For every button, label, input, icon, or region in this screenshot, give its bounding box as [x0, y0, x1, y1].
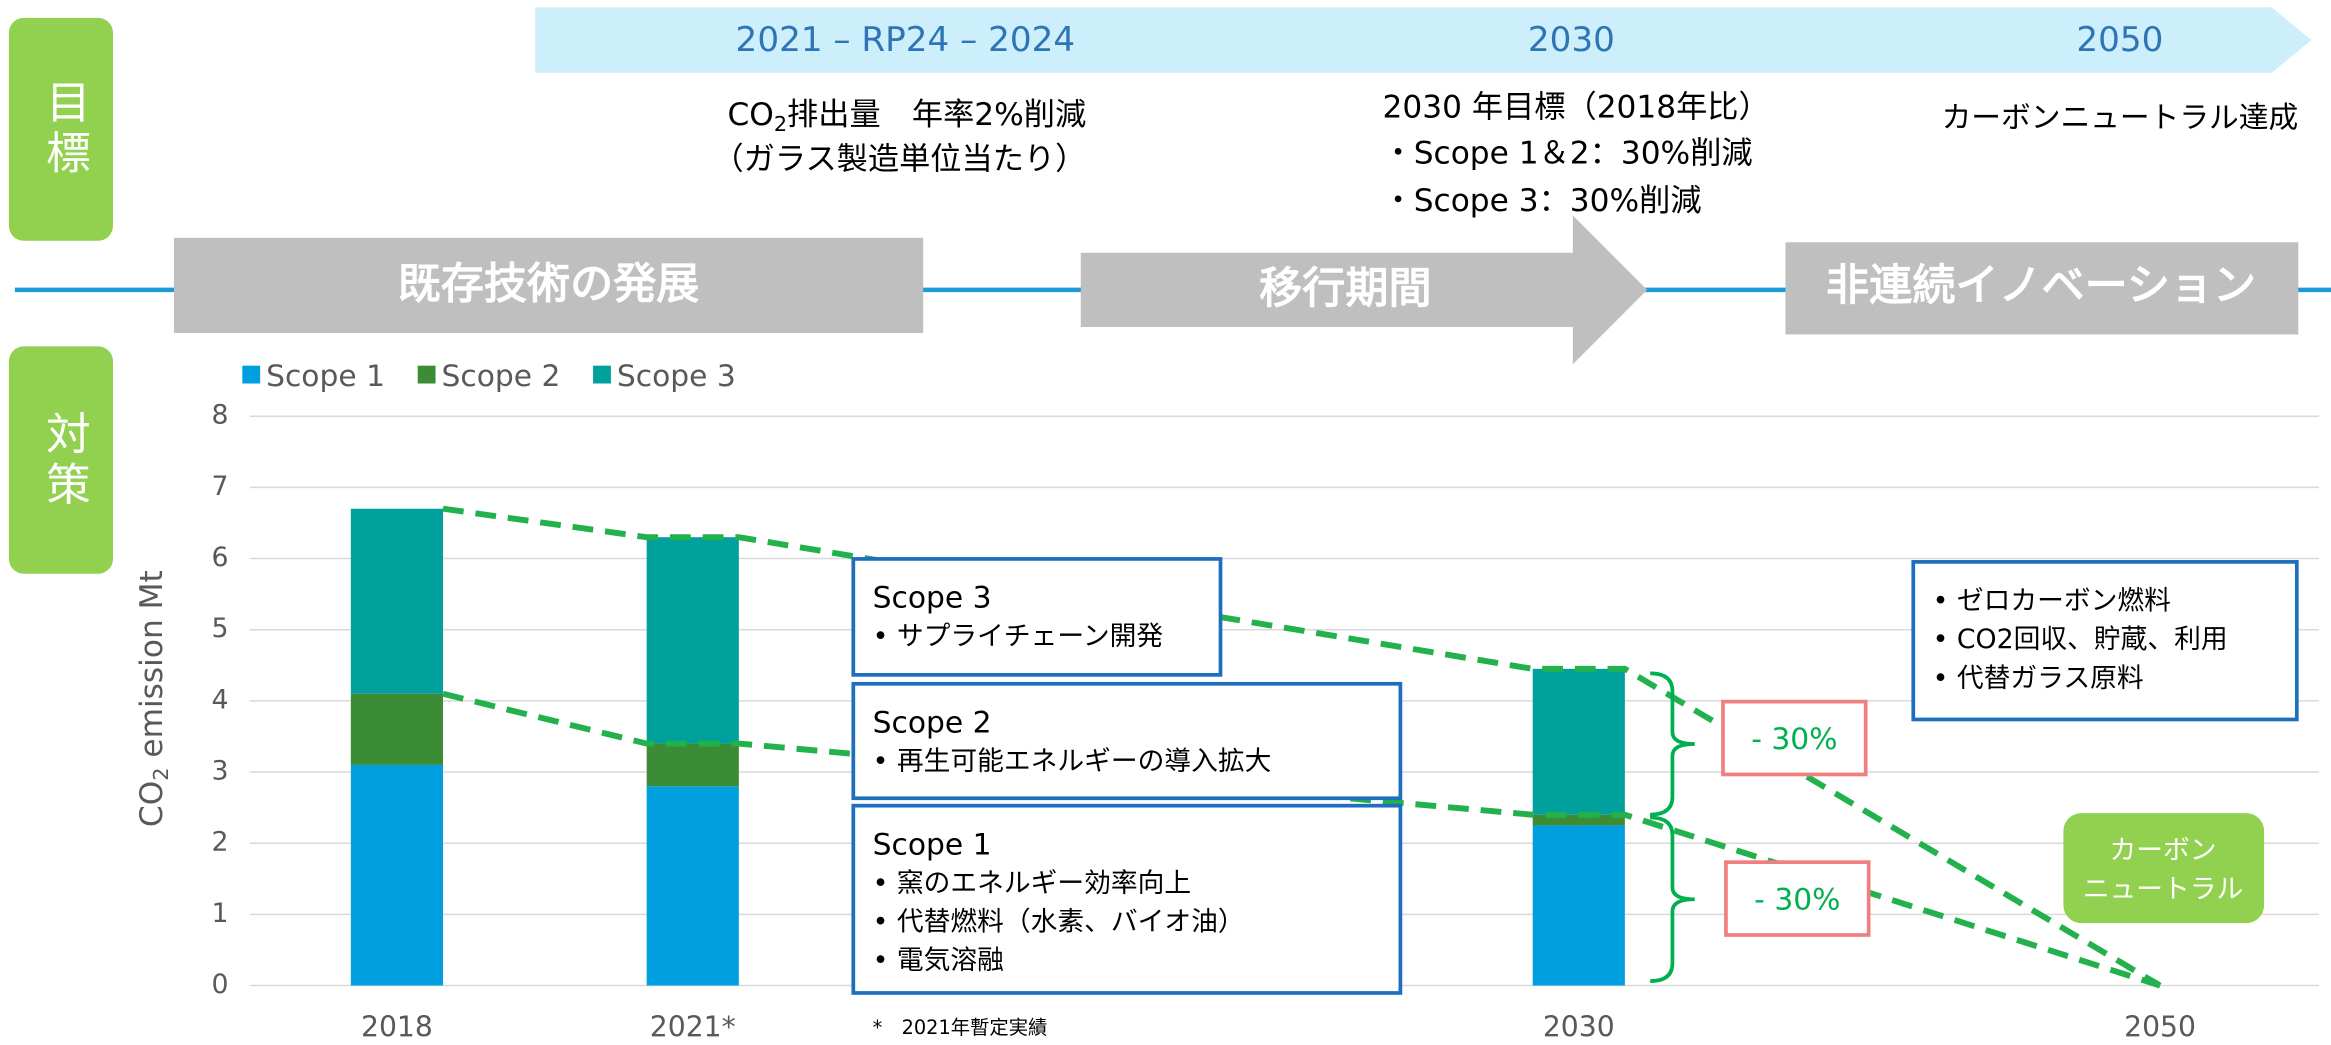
goal-text: ・Scope 3：30%削減 [1383, 183, 1702, 219]
y-axis-label: emission Mt [134, 570, 170, 767]
measure-item: • サプライチェーン開発 [873, 621, 1163, 652]
goal-text: CO2排出量 年率2%削減 [727, 97, 1086, 136]
reduction-label: - 30% [1751, 722, 1837, 757]
phase-banner [1080, 215, 1648, 365]
y-axis-label: CO2 emission Mt [134, 570, 173, 827]
legend-label: Scope 1 [266, 359, 385, 394]
bar [350, 764, 444, 986]
goal-text: ・Scope 1＆2：30%削減 [1383, 136, 1753, 172]
timeline-band [535, 7, 2312, 73]
reduction-box [1724, 860, 1871, 937]
legend-swatch [242, 365, 261, 384]
y-tick-label: 3 [212, 756, 229, 787]
reduction-label: - 30% [1754, 882, 1840, 917]
measure-item: • 窯のエネルギー効率向上 [873, 868, 1192, 899]
phase-label: 非連続イノベーション [1826, 261, 2256, 311]
measure-box [1911, 560, 2299, 722]
legend-label: Scope 2 [441, 359, 560, 394]
measure-item: • 代替燃料（水素、バイオ油） [873, 907, 1245, 938]
carbon-neutral-label: ニュートラル [2083, 874, 2244, 905]
measure-box [851, 803, 1403, 995]
goal-text: カーボンニュートラル達成 [1942, 100, 2299, 135]
goal-text: 2 [774, 112, 787, 136]
y-tick-label: 5 [212, 613, 229, 644]
phase-banner [173, 237, 924, 333]
measures-label: 対策 [38, 410, 90, 511]
goal-label: 目標 [38, 79, 90, 180]
goal-text: CO [727, 97, 773, 133]
timeline-label: 2050 [2076, 20, 2163, 60]
phase-label: 既存技術の発展 [398, 259, 700, 309]
timeline-label: 2030 [1528, 20, 1615, 60]
measure-box [851, 557, 1223, 677]
y-axis-label: CO [134, 781, 170, 827]
bar [350, 508, 444, 694]
bar [1532, 668, 1625, 815]
y-tick-label: 8 [212, 400, 229, 431]
measure-box [851, 681, 1403, 801]
bar [1532, 814, 1625, 826]
y-tick-label: 1 [212, 898, 229, 929]
reduction-box [1721, 699, 1868, 777]
bar [646, 743, 739, 787]
measure-item: • CO2回収、貯蔵、利用 [1933, 624, 2228, 655]
measure-item: • 電気溶融 [873, 945, 1004, 976]
goal-box [8, 17, 113, 241]
y-tick-label: 2 [212, 827, 229, 858]
legend-label: Scope 3 [617, 359, 736, 394]
footnote: * 2021年暫定実績 [873, 1016, 1048, 1039]
y-axis-label: 2 [149, 768, 173, 781]
measure-item: • 再生可能エネルギーの導入拡大 [873, 746, 1272, 777]
measure-title: Scope 1 [873, 827, 992, 862]
measures-box [8, 346, 113, 574]
legend-swatch [417, 365, 436, 384]
measure-item: • ゼロカーボン燃料 [1933, 586, 2171, 617]
y-tick-label: 0 [212, 969, 229, 1000]
brace [1650, 671, 1695, 817]
timeline-label: 2021 – RP24 – 2024 [736, 20, 1076, 60]
bar [646, 537, 739, 744]
goal-text: 排出量 年率2%削減 [787, 97, 1086, 133]
y-tick-label: 6 [212, 542, 229, 573]
x-tick-label: 2018 [361, 1011, 433, 1044]
brace [1650, 815, 1695, 983]
x-tick-label: 2050 [2124, 1011, 2196, 1044]
measure-title: Scope 2 [873, 705, 992, 740]
measure-title: Scope 3 [873, 581, 992, 616]
legend-swatch [593, 365, 611, 384]
bar [350, 693, 444, 765]
bar [1532, 825, 1625, 986]
goal-text: 2030 年目標（2018年比） [1383, 90, 1770, 126]
y-tick-label: 7 [212, 471, 229, 502]
measure-item: • 代替ガラス原料 [1933, 663, 2144, 694]
bar [646, 786, 739, 986]
carbon-neutral-box [2063, 813, 2265, 924]
carbon-neutral-label: カーボン [2110, 835, 2217, 866]
x-tick-label: 2030 [1543, 1011, 1615, 1044]
y-tick-label: 4 [212, 684, 229, 715]
x-tick-label: 2021* [650, 1011, 736, 1044]
goal-text: （ガラス製造単位当たり） [712, 142, 1086, 178]
phase-label: 移行期間 [1259, 264, 1431, 314]
phase-banner [1785, 242, 2299, 335]
